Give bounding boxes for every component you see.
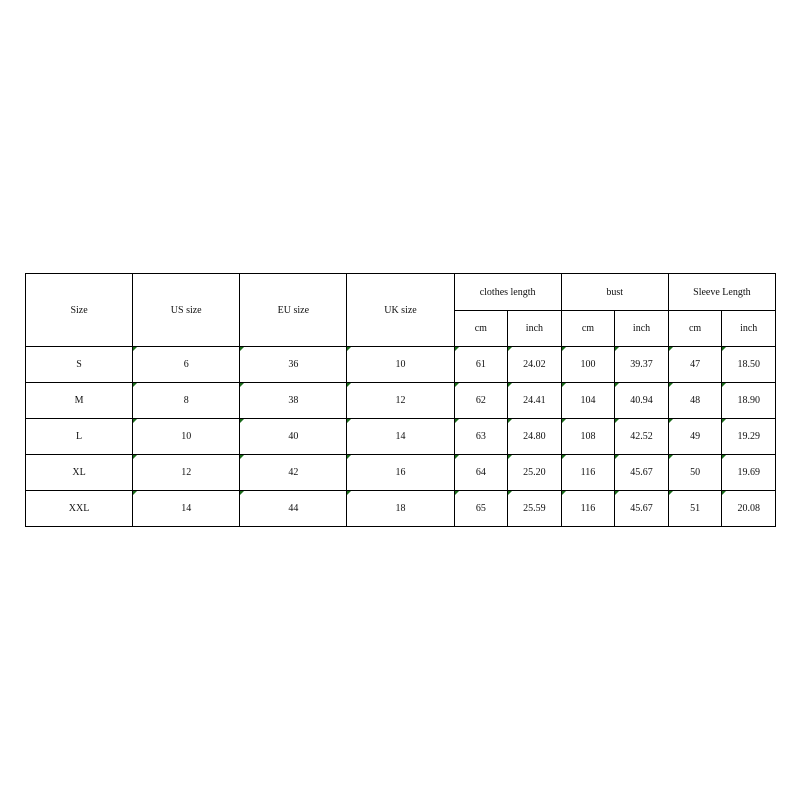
- data-cell: 24.02: [507, 346, 562, 383]
- data-cell: XL: [24, 454, 134, 491]
- data-cell: 14: [132, 490, 241, 527]
- data-cell: 10: [346, 346, 455, 383]
- header-row: Size US size EU size UK size clothes length b…: [24, 273, 777, 347]
- unit-cell: inch: [614, 310, 669, 347]
- data-cell: XXL: [24, 490, 134, 527]
- data-cell: 47: [667, 346, 723, 383]
- data-cell: 62: [453, 382, 509, 419]
- unit-cell: cm: [453, 310, 509, 347]
- unit-cell: cm: [667, 310, 723, 347]
- data-row: S 6 36 10 61 24.02 100 39.37 47 18.50: [24, 346, 776, 383]
- data-cell: 25.59: [507, 490, 562, 527]
- data-cell: 25.20: [507, 454, 562, 491]
- data-cell: 48: [667, 382, 723, 419]
- data-row: L 10 40 14 63 24.80 108 42.52 49 19.29: [24, 418, 776, 455]
- data-row: M 8 38 12 62 24.41 104 40.94 48 18.90: [24, 382, 776, 419]
- data-cell: 40: [239, 418, 348, 455]
- data-cell: 18.50: [721, 346, 776, 383]
- data-cell: 14: [346, 418, 455, 455]
- unit-cell: cm: [560, 310, 616, 347]
- data-cell: 49: [667, 418, 723, 455]
- data-cell: 45.67: [614, 490, 669, 527]
- data-cell: 10: [132, 418, 241, 455]
- data-cell: S: [24, 346, 134, 383]
- data-cell: 108: [560, 418, 616, 455]
- data-cell: 6: [132, 346, 241, 383]
- data-cell: L: [24, 418, 134, 455]
- data-cell: 24.80: [507, 418, 562, 455]
- data-cell: 51: [667, 490, 723, 527]
- header-cell: US size: [132, 273, 241, 347]
- data-cell: 63: [453, 418, 509, 455]
- data-cell: 65: [453, 490, 509, 527]
- data-cell: 20.08: [721, 490, 776, 527]
- unit-cell: inch: [721, 310, 776, 347]
- subheader-row: cm inch cm inch cm inch: [26, 310, 776, 347]
- data-cell: 40.94: [614, 382, 669, 419]
- data-cell: 39.37: [614, 346, 669, 383]
- table-body: Size US size EU size UK size clothes length b…: [24, 273, 777, 527]
- data-cell: 61: [453, 346, 509, 383]
- size-table: Size US size EU size UK size clothes length b…: [24, 273, 777, 527]
- data-cell: 19.69: [721, 454, 776, 491]
- data-cell: 116: [560, 490, 616, 527]
- data-cell: 44: [239, 490, 348, 527]
- data-cell: 100: [560, 346, 616, 383]
- data-cell: 19.29: [721, 418, 776, 455]
- data-row: XL 12 42 16 64 25.20 116 45.67 50 19.69: [24, 454, 776, 491]
- data-cell: 116: [560, 454, 616, 491]
- data-cell: 50: [667, 454, 723, 491]
- data-cell: 36: [239, 346, 348, 383]
- data-cell: 16: [346, 454, 455, 491]
- group-header-cell: clothes length: [453, 273, 562, 311]
- data-cell: 18.90: [721, 382, 776, 419]
- data-cell: 18: [346, 490, 455, 527]
- group-header-cell: Sleeve Length: [667, 273, 777, 311]
- data-cell: 45.67: [614, 454, 669, 491]
- data-cell: 12: [132, 454, 241, 491]
- data-cell: 38: [239, 382, 348, 419]
- group-header-cell: bust: [560, 273, 669, 311]
- header-cell: EU size: [239, 273, 348, 347]
- data-cell: 24.41: [507, 382, 562, 419]
- data-cell: 64: [453, 454, 509, 491]
- data-cell: 42: [239, 454, 348, 491]
- data-cell: 8: [132, 382, 241, 419]
- data-cell: 42.52: [614, 418, 669, 455]
- header-cell: Size: [24, 273, 134, 347]
- unit-cell: inch: [507, 310, 562, 347]
- data-cell: 104: [560, 382, 616, 419]
- data-row: XXL 14 44 18 65 25.59 116 45.67 51 20.08: [24, 490, 776, 527]
- data-cell: 12: [346, 382, 455, 419]
- data-cell: M: [24, 382, 134, 419]
- header-cell: UK size: [346, 273, 455, 347]
